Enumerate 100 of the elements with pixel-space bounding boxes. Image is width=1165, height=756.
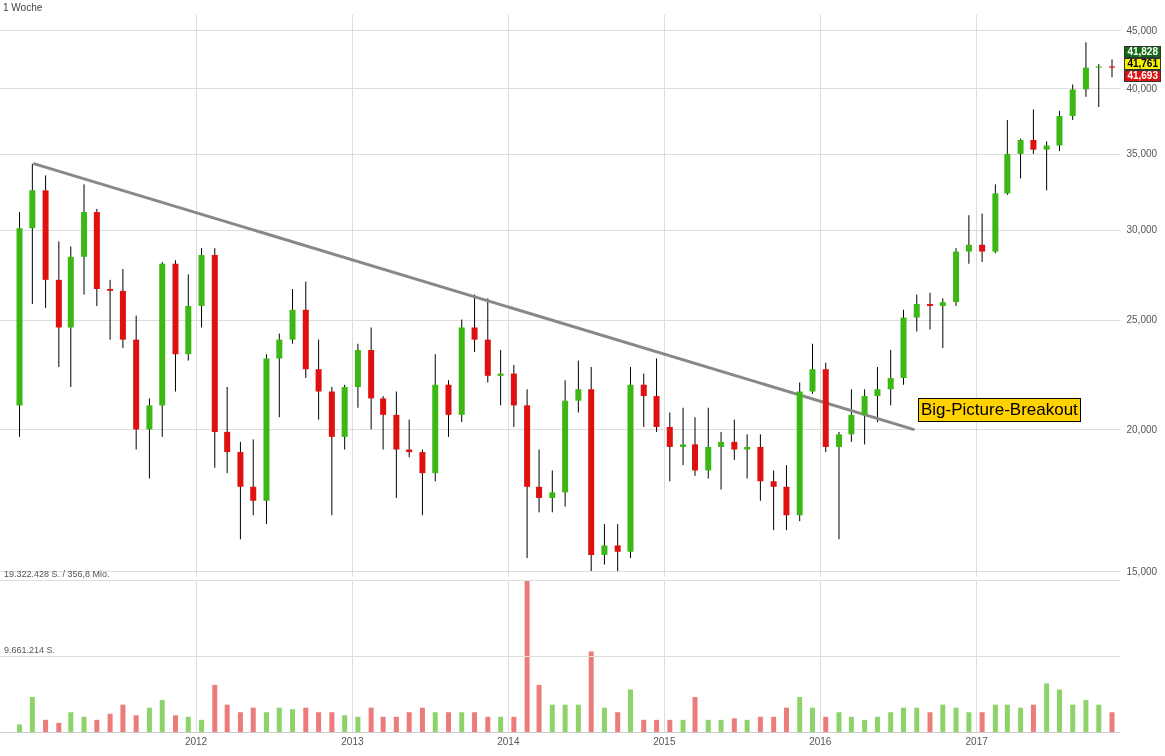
bar	[498, 716, 504, 732]
bar	[380, 716, 386, 732]
bar	[1004, 704, 1010, 732]
bar	[68, 712, 74, 732]
candlestick	[419, 449, 426, 516]
candlestick	[1109, 58, 1116, 78]
bar	[718, 719, 724, 732]
candlestick	[1082, 41, 1089, 98]
x-tick-label: 2014	[497, 735, 520, 747]
bar	[511, 716, 517, 732]
bar	[1096, 704, 1102, 732]
bar	[329, 712, 335, 732]
y-tick-label: 25,000	[1126, 314, 1158, 326]
bar	[56, 722, 62, 732]
bar	[874, 716, 880, 732]
bar	[393, 716, 399, 732]
candlestick	[549, 469, 556, 513]
y-tick-label: 20,000	[1126, 423, 1158, 435]
bar	[1083, 700, 1089, 732]
bar	[224, 704, 230, 732]
annotation: 9.661.214 S.	[4, 645, 56, 655]
bar	[562, 704, 568, 732]
bar	[992, 704, 998, 732]
bar	[692, 697, 698, 732]
bar	[771, 716, 777, 732]
bar	[641, 719, 647, 732]
candlestick	[744, 433, 751, 480]
bar	[472, 712, 478, 732]
bar	[524, 580, 530, 732]
candlestick	[836, 431, 842, 540]
candlestick	[927, 292, 933, 330]
x-tick-label: 2015	[653, 735, 676, 747]
candlestick	[1030, 109, 1037, 155]
candlestick	[809, 343, 816, 395]
bar	[250, 707, 256, 732]
text: 41,693	[1124, 70, 1161, 82]
bar	[797, 697, 803, 732]
bar	[1030, 704, 1036, 732]
bar	[680, 719, 686, 732]
candlestick	[276, 333, 283, 418]
bar	[159, 700, 165, 732]
candlestick	[224, 386, 231, 474]
bar	[979, 712, 985, 732]
x-tick-label: 2013	[341, 735, 364, 747]
bar	[615, 712, 621, 732]
bar	[940, 704, 946, 732]
bar	[862, 719, 868, 732]
chart-subtitle: 1 Woche	[3, 2, 43, 13]
bar	[836, 712, 842, 732]
bar	[406, 712, 412, 732]
candlestick	[939, 297, 946, 349]
candlestick	[705, 407, 712, 480]
bar	[81, 716, 87, 732]
bar	[914, 707, 920, 732]
candlestick	[913, 294, 920, 332]
bar	[1044, 683, 1050, 732]
bar	[588, 651, 594, 732]
candlestick	[601, 523, 608, 566]
bar	[146, 707, 152, 732]
candlestick	[536, 449, 543, 513]
bar	[199, 719, 205, 732]
x-tick-label: 2016	[809, 735, 832, 747]
bar	[342, 715, 348, 732]
bar	[1056, 689, 1062, 732]
bar	[237, 712, 243, 732]
candlestick	[1043, 140, 1050, 191]
y-tick-label: 45,000	[1126, 24, 1158, 36]
bar	[667, 719, 673, 732]
bar	[419, 707, 425, 732]
bar	[1070, 704, 1076, 732]
bar	[953, 707, 959, 732]
candlestick	[250, 438, 257, 516]
bar	[783, 707, 789, 732]
bar	[316, 712, 322, 732]
bar	[966, 712, 972, 732]
bar	[1018, 707, 1024, 732]
candlestick	[575, 360, 582, 413]
bar	[107, 713, 113, 732]
bar	[601, 707, 607, 732]
x-tick-label: 2017	[965, 735, 989, 747]
bar	[432, 712, 438, 732]
bar	[536, 684, 542, 732]
candlestick	[666, 411, 673, 482]
bar	[355, 716, 361, 732]
bar	[185, 716, 191, 732]
candlestick	[315, 339, 322, 421]
y-tick-label: 15,000	[1126, 565, 1158, 577]
y-tick-label: 40,000	[1126, 82, 1158, 94]
bar	[654, 719, 660, 732]
candlestick	[1017, 138, 1024, 179]
bar	[1109, 712, 1115, 732]
y-tick-label: 30,000	[1126, 224, 1158, 236]
bar	[445, 712, 451, 732]
bar	[575, 704, 581, 732]
bar	[459, 712, 465, 732]
candlestick	[718, 431, 725, 491]
bar	[485, 716, 491, 732]
text: 41,828	[1124, 46, 1161, 58]
bar	[628, 689, 633, 732]
bar	[172, 715, 178, 732]
